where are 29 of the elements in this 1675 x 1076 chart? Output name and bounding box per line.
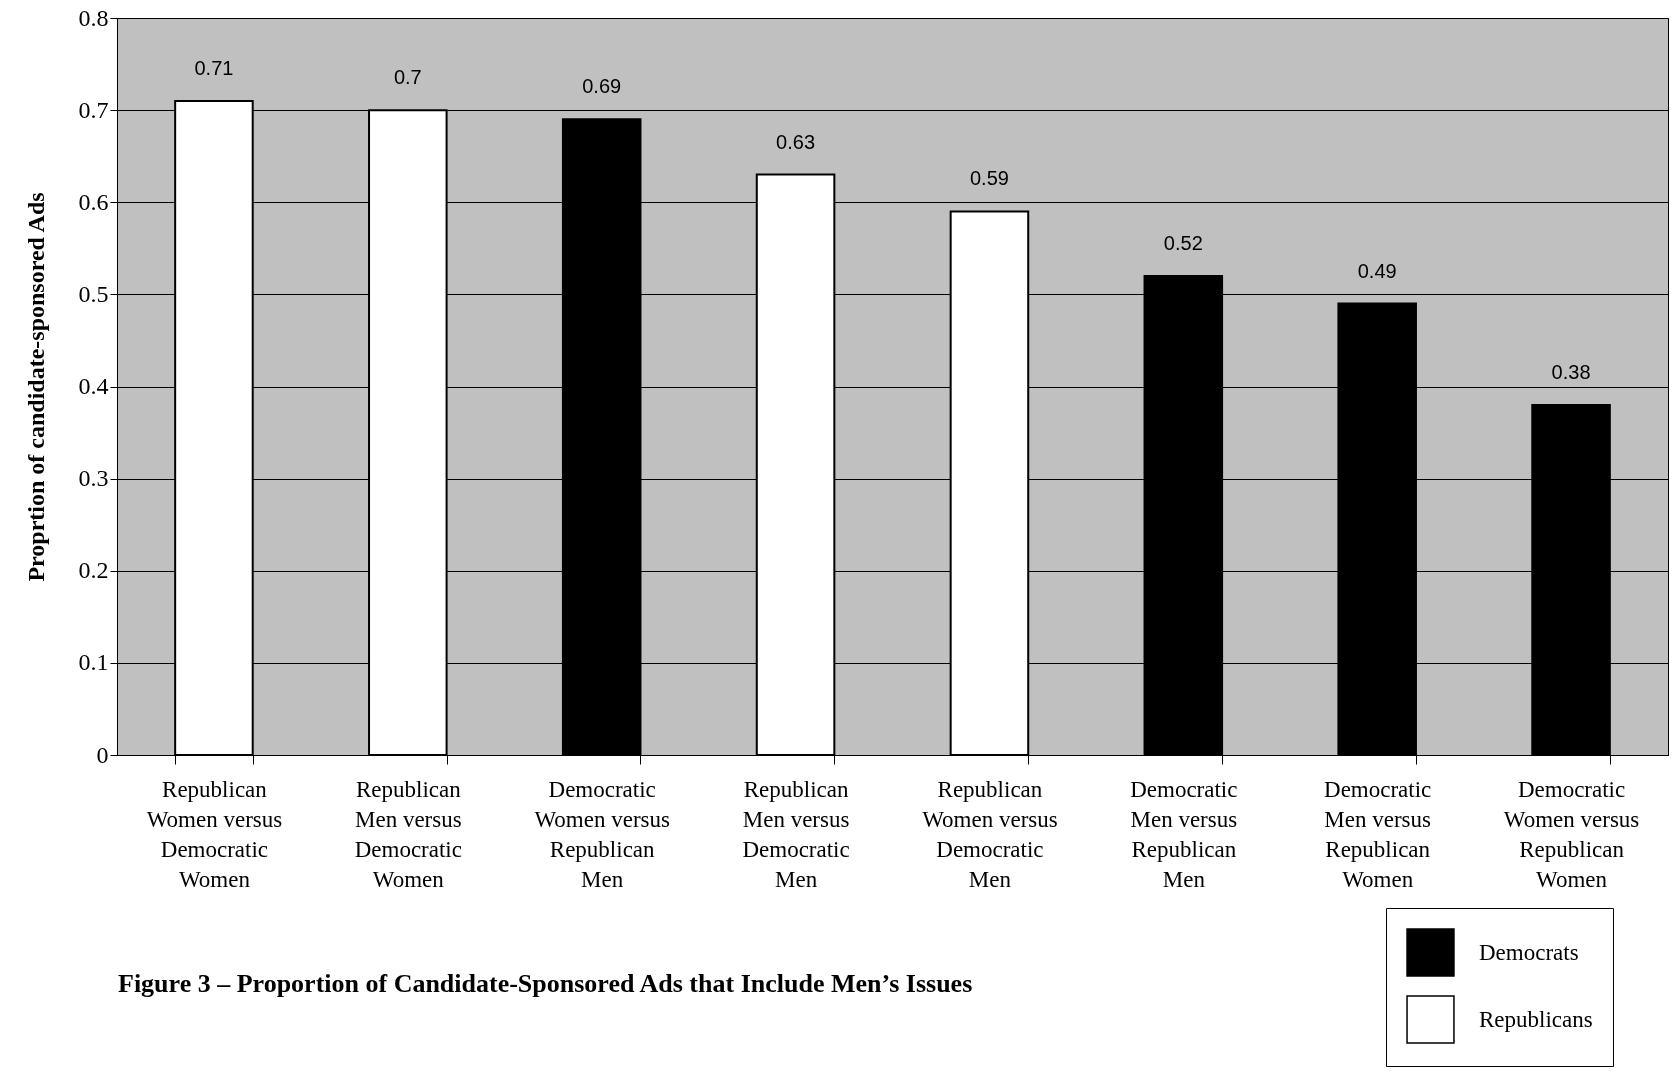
data-label: 0.7 [393, 66, 422, 89]
y-axis-title: Proprtion of candidate-sponsored Ads [22, 192, 49, 582]
y-tick-label: 0 [96, 741, 109, 768]
data-label: 0.52 [1163, 231, 1203, 254]
y-tick-label: 0.2 [78, 557, 109, 584]
text: Figure 3 – Proportion of Candidate-Sponsored Ads that Include Men’s Issues [118, 968, 973, 998]
y-tick-label: 0.6 [78, 188, 109, 215]
y-tick-label: 0.8 [78, 4, 109, 31]
legend-label: Republicans [1479, 1006, 1593, 1032]
data-label: 0.38 [1551, 360, 1591, 383]
legend-label: Democrats [1479, 939, 1579, 965]
y-tick-label: 0.4 [78, 373, 109, 399]
y-tick-label: 0.5 [78, 280, 109, 307]
data-label: 0.63 [776, 130, 816, 153]
data-label: 0.49 [1357, 259, 1397, 282]
x-tick-label: Democratic Men versus Republican Men [1130, 776, 1238, 892]
x-tick-label: Republican Men versus Democratic Women [354, 776, 462, 892]
x-tick-label: Republican Men versus Democratic Men [742, 776, 850, 892]
y-tick-label: 0.3 [78, 465, 109, 492]
x-tick-label: Democratic Men versus Republican Women [1324, 776, 1432, 892]
x-tick-label: Republican Women versus Democratic Women [146, 776, 283, 892]
data-label: 0.71 [194, 56, 234, 79]
x-tick-label: Republican Women versus Democratic Men [922, 776, 1058, 892]
y-tick-label: 0.7 [78, 96, 109, 123]
y-tick-label: 0.1 [78, 649, 109, 676]
data-label: 0.59 [969, 167, 1009, 190]
x-tick-label: Democratic Women versus Republican Men [534, 776, 670, 892]
x-tick-label: Democratic Women versus Republican Women [1503, 776, 1640, 892]
data-label: 0.69 [582, 75, 622, 98]
